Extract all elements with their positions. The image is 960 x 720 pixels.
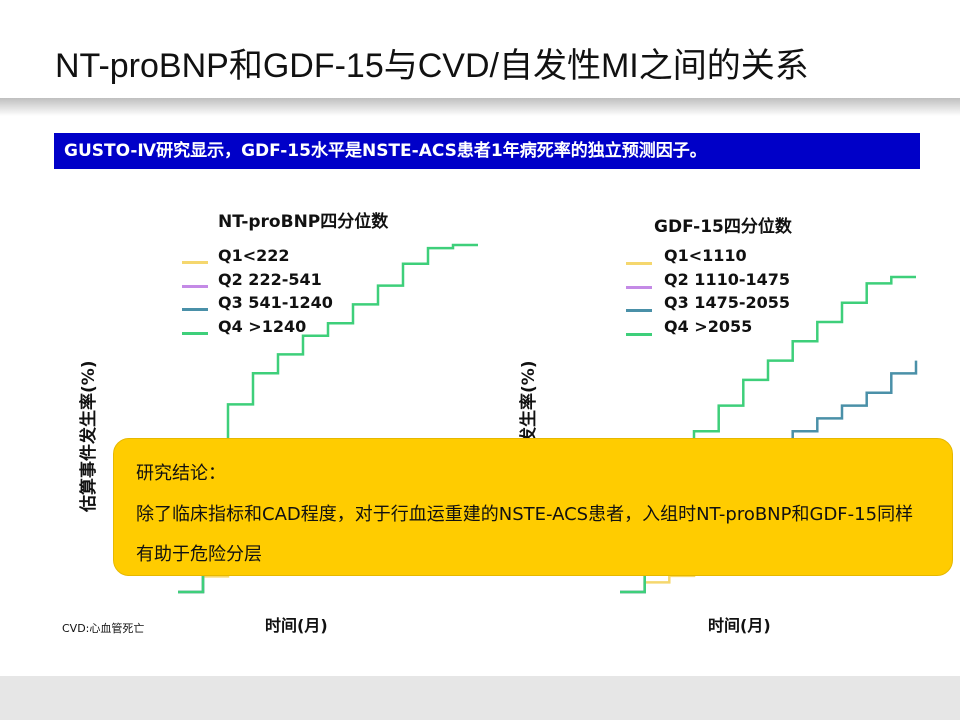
chart1-legend-q4: Q4 >1240 [218, 317, 307, 336]
chart1-xlabel: 时间(月) [265, 616, 328, 635]
chart1-legend-q4-swatch [182, 332, 208, 335]
chart1-legend-q1: Q1<222 [218, 246, 290, 265]
study-banner: GUSTO-Ⅳ研究显示，GDF-15水平是NSTE-ACS患者1年病死率的独立预… [54, 133, 920, 169]
chart2-legend-q4: Q4 >2055 [664, 317, 753, 336]
chart2-legend-q3-swatch [626, 309, 652, 312]
chart1-legend-q3-swatch [182, 308, 208, 311]
title-divider [0, 98, 960, 116]
chart2-title: GDF-15四分位数 [654, 217, 792, 237]
chart2-xlabel: 时间(月) [708, 616, 771, 635]
chart1-legend-q1-swatch [182, 261, 208, 264]
chart1-title: NT-proBNP四分位数 [218, 212, 389, 232]
chart2-legend-q4-swatch [626, 333, 652, 336]
callout-body: 除了临床指标和CAD程度，对于行血运重建的NSTE-ACS患者，入组时NT-pr… [136, 504, 914, 565]
chart2-legend-q1: Q1<1110 [664, 246, 747, 265]
footnote: CVD:心血管死亡 [62, 622, 145, 635]
chart2-legend-q3: Q3 1475-2055 [664, 293, 791, 312]
conclusion-callout: 研究结论： 除了临床指标和CAD程度，对于行血运重建的NSTE-ACS患者，入组… [113, 438, 953, 576]
chart1-legend-q3: Q3 541-1240 [218, 293, 333, 312]
chart2-legend-q1-swatch [626, 262, 652, 265]
chart2-legend-q2: Q2 1110-1475 [664, 270, 791, 289]
footer-bar [0, 676, 960, 720]
callout-heading: 研究结论： [136, 463, 226, 484]
chart1-legend-q2: Q2 222-541 [218, 270, 322, 289]
chart2-legend-q2-swatch [626, 286, 652, 289]
chart1-series-q4-line [178, 243, 478, 594]
chart1-legend-q2-swatch [182, 285, 208, 288]
slide-title: NT-proBNP和GDF-15与CVD/自发性MI之间的关系 [55, 47, 809, 85]
